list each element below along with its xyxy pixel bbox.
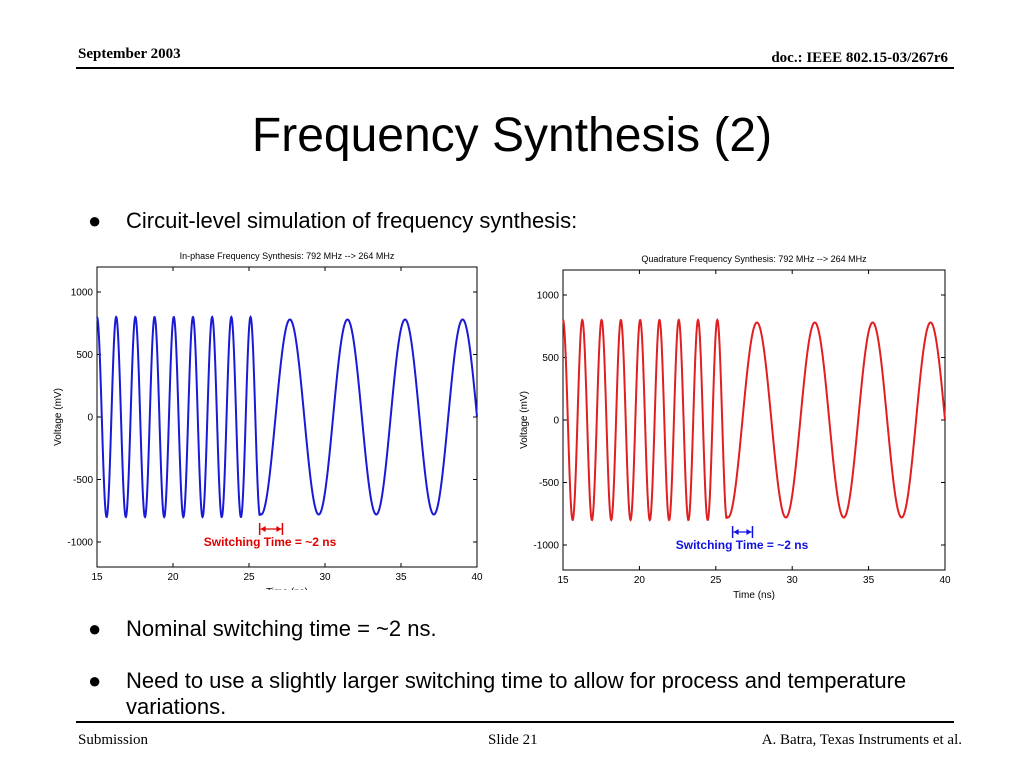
bullet-text: Circuit-level simulation of frequency sy… (126, 208, 578, 233)
waveform-series (562, 318, 946, 522)
x-tick-label: 30 (319, 572, 331, 583)
waveform-series (96, 315, 478, 519)
switching-time-label: Switching Time = ~2 ns (676, 538, 809, 552)
switching-time-label: Switching Time = ~2 ns (204, 535, 337, 549)
x-tick-label: 35 (863, 575, 875, 586)
y-tick-label: 1000 (537, 291, 560, 302)
slide-title: Frequency Synthesis (2) (251, 109, 773, 162)
x-tick-label: 25 (710, 575, 722, 586)
header-rule (76, 67, 954, 69)
switching-arrowhead (276, 526, 282, 532)
header-date: September 2003 (78, 46, 181, 62)
x-tick-label: 35 (395, 572, 407, 583)
x-axis-label: Time (ns) (733, 590, 775, 600)
y-tick-label: 500 (542, 353, 559, 364)
header-doc-id: doc.: IEEE 802.15-03/267r6 (771, 50, 948, 66)
bullet-text: Nominal switching time = ~2 ns. (126, 616, 437, 641)
chart-title: In-phase Frequency Synthesis: 792 MHz --… (180, 251, 395, 261)
switching-arrowhead (746, 529, 752, 535)
y-tick-label: 0 (87, 413, 93, 424)
switching-arrowhead (733, 529, 739, 535)
footer-author: A. Batra, Texas Instruments et al. (761, 732, 962, 748)
x-axis-label: Time (ns) (266, 587, 308, 590)
x-tick-label: 40 (939, 575, 951, 586)
x-tick-label: 25 (243, 572, 255, 583)
x-tick-label: 30 (787, 575, 799, 586)
x-tick-label: 40 (471, 572, 483, 583)
bullet-marker: ● (88, 208, 102, 233)
y-tick-label: -500 (73, 475, 93, 486)
x-tick-label: 15 (557, 575, 569, 586)
y-tick-label: -500 (539, 478, 559, 489)
chart-title: Quadrature Frequency Synthesis: 792 MHz … (641, 254, 867, 264)
y-axis-label: Voltage (mV) (519, 391, 530, 449)
footer-rule (76, 721, 954, 723)
bullet-marker: ● (88, 616, 102, 641)
switching-arrowhead (260, 526, 266, 532)
x-tick-label: 20 (634, 575, 646, 586)
y-tick-label: 500 (76, 350, 93, 361)
inphase-chart: In-phase Frequency Synthesis: 792 MHz --… (53, 251, 483, 590)
footer-slide-number: Slide 21 (488, 732, 538, 748)
y-tick-label: -1000 (533, 541, 559, 552)
bullet-marker: ● (88, 668, 102, 693)
y-tick-label: 0 (553, 416, 559, 427)
y-tick-label: 1000 (71, 288, 94, 299)
bullet-text: Need to use a slightly larger switching … (126, 668, 907, 719)
y-tick-label: -1000 (67, 538, 93, 549)
quadrature-chart: Quadrature Frequency Synthesis: 792 MHz … (519, 254, 951, 600)
x-tick-label: 20 (167, 572, 179, 583)
y-axis-label: Voltage (mV) (53, 388, 64, 446)
footer-submission: Submission (78, 732, 149, 748)
x-tick-label: 15 (91, 572, 103, 583)
